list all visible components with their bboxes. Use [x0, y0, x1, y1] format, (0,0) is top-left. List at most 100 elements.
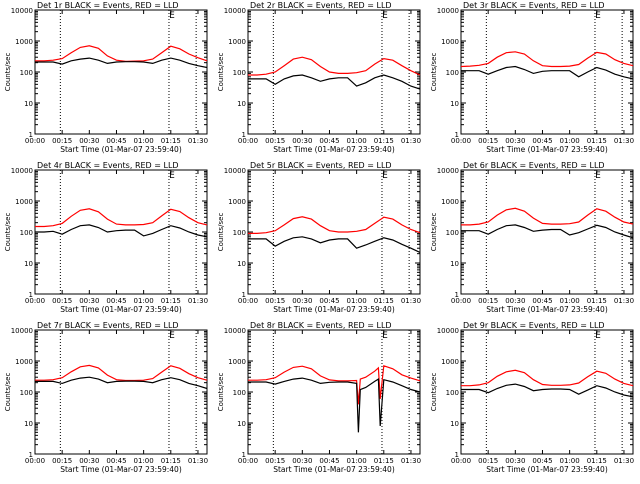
chart-title: Det 5r BLACK = Events, RED = LLD — [250, 161, 392, 170]
x-tick-label: 01:15 — [374, 457, 394, 465]
y-tick-label: 1000 — [15, 38, 33, 46]
x-tick-label: 01:30 — [614, 297, 634, 305]
y-tick-label: 10 — [24, 100, 33, 108]
y-tick-label: 1 — [29, 291, 33, 299]
chart-title: Det 6r BLACK = Events, RED = LLD — [463, 161, 605, 170]
x-axis-label: Start Time (01-Mar-07 23:59:40) — [60, 305, 182, 314]
lld-series-line — [248, 216, 421, 234]
chart-title: Det 9r BLACK = Events, RED = LLD — [463, 321, 605, 330]
y-tick-label: 10 — [24, 420, 33, 428]
y-tick-label: 1000 — [228, 358, 246, 366]
annotation-label: E — [169, 331, 175, 341]
x-tick-label: 00:00 — [238, 457, 258, 465]
y-tick-label: 100 — [20, 389, 33, 397]
x-axis-label: Start Time (01-Mar-07 23:59:40) — [486, 465, 608, 474]
x-tick-label: 00:15 — [52, 297, 72, 305]
y-tick-label: 1 — [242, 131, 246, 139]
x-axis-label: Start Time (01-Mar-07 23:59:40) — [60, 465, 182, 474]
x-tick-label: 00:30 — [292, 137, 312, 145]
x-tick-label: 00:00 — [451, 137, 471, 145]
x-tick-label: 00:00 — [25, 137, 45, 145]
x-tick-label: 01:00 — [560, 137, 580, 145]
x-tick-label: 00:45 — [532, 297, 552, 305]
x-tick-label: 00:15 — [478, 137, 498, 145]
events-series-line — [461, 65, 634, 80]
annotation-label: E — [382, 171, 388, 181]
chart-title: Det 4r BLACK = Events, RED = LLD — [37, 161, 179, 170]
x-tick-label: 01:00 — [347, 297, 367, 305]
x-tick-label: 00:30 — [292, 297, 312, 305]
y-tick-label: 1000 — [441, 358, 459, 366]
x-tick-label: 00:15 — [52, 137, 72, 145]
lld-series-line — [461, 369, 634, 387]
chart-title: Det 7r BLACK = Events, RED = LLD — [37, 321, 179, 330]
x-tick-label: 00:00 — [25, 297, 45, 305]
x-tick-label: 01:30 — [188, 297, 208, 305]
y-tick-label: 10000 — [11, 167, 33, 175]
y-tick-label: 10 — [450, 420, 459, 428]
x-tick-label: 00:30 — [79, 297, 99, 305]
x-tick-label: 00:45 — [319, 137, 339, 145]
y-axis-label: Counts/sec — [430, 213, 438, 252]
y-tick-label: 10000 — [437, 7, 459, 15]
y-tick-label: 10000 — [11, 7, 33, 15]
x-tick-label: 01:15 — [587, 297, 607, 305]
x-tick-label: 00:15 — [478, 297, 498, 305]
x-tick-label: 00:00 — [238, 137, 258, 145]
x-tick-label: 00:45 — [319, 297, 339, 305]
x-tick-label: 01:15 — [161, 297, 181, 305]
events-series-line — [461, 224, 634, 239]
events-series-line — [248, 74, 421, 90]
y-tick-label: 1 — [242, 291, 246, 299]
x-axis-label: Start Time (01-Mar-07 23:59:40) — [273, 145, 395, 154]
x-tick-label: 00:15 — [478, 457, 498, 465]
x-tick-label: 00:30 — [505, 457, 525, 465]
x-tick-label: 01:15 — [161, 457, 181, 465]
x-tick-label: 00:00 — [25, 457, 45, 465]
x-tick-label: 01:15 — [374, 137, 394, 145]
x-tick-label: 01:15 — [587, 137, 607, 145]
y-axis-label: Counts/sec — [430, 53, 438, 92]
y-tick-label: 10 — [450, 100, 459, 108]
lld-series-line — [248, 56, 421, 76]
x-tick-label: 00:30 — [292, 457, 312, 465]
events-series-line — [35, 376, 208, 390]
x-tick-label: 01:15 — [161, 137, 181, 145]
y-tick-label: 10 — [24, 260, 33, 268]
y-tick-label: 10000 — [224, 7, 246, 15]
x-tick-label: 00:30 — [79, 137, 99, 145]
events-series-line — [248, 236, 421, 253]
x-axis-label: Start Time (01-Mar-07 23:59:40) — [273, 465, 395, 474]
y-tick-label: 10000 — [11, 327, 33, 335]
y-tick-label: 1 — [455, 291, 459, 299]
y-tick-label: 1000 — [228, 38, 246, 46]
x-tick-label: 01:30 — [188, 137, 208, 145]
x-axis-label: Start Time (01-Mar-07 23:59:40) — [273, 305, 395, 314]
x-tick-label: 01:30 — [188, 457, 208, 465]
lld-series-line — [460, 51, 634, 68]
chart-title: Det 2r BLACK = Events, RED = LLD — [250, 1, 392, 10]
y-tick-label: 1 — [242, 451, 246, 459]
y-tick-label: 1 — [29, 131, 33, 139]
y-tick-label: 100 — [446, 389, 459, 397]
x-tick-label: 00:45 — [532, 137, 552, 145]
x-axis-label: Start Time (01-Mar-07 23:59:40) — [486, 305, 608, 314]
annotation-label: E — [169, 171, 175, 181]
y-axis-label: Counts/sec — [217, 53, 225, 92]
x-tick-label: 00:45 — [532, 457, 552, 465]
y-tick-label: 100 — [20, 229, 33, 237]
annotation-label: E — [382, 331, 388, 341]
x-tick-label: 01:30 — [614, 457, 634, 465]
x-tick-label: 01:30 — [401, 137, 421, 145]
y-tick-label: 100 — [233, 389, 246, 397]
y-tick-label: 1 — [29, 451, 33, 459]
x-axis-label: Start Time (01-Mar-07 23:59:40) — [486, 145, 608, 154]
y-tick-label: 10000 — [437, 327, 459, 335]
y-axis-label: Counts/sec — [4, 53, 12, 92]
y-tick-label: 1000 — [441, 198, 459, 206]
